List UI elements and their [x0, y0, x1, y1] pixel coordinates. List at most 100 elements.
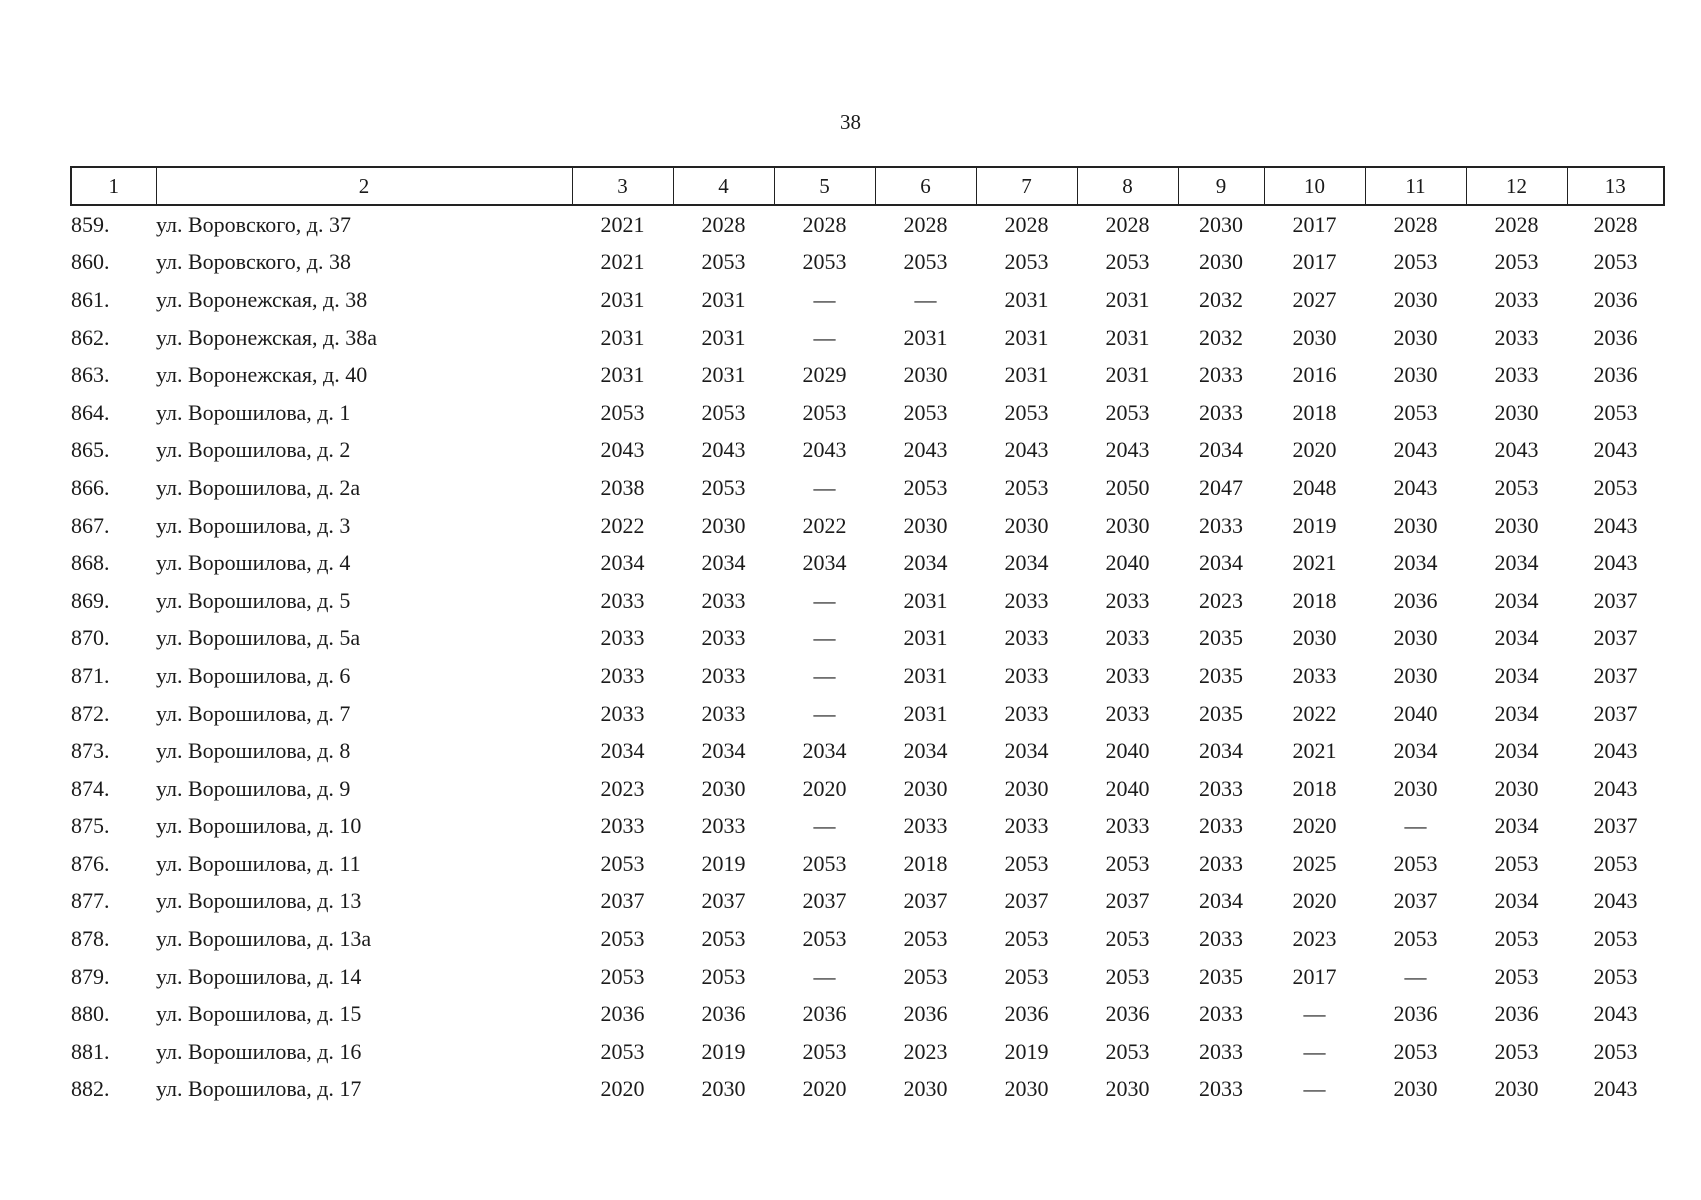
year-cell-col-5: —: [813, 324, 836, 350]
year-cell-col-6: 2030: [903, 1076, 948, 1102]
year-cell-col-5: 2036: [802, 1001, 847, 1027]
table-row: 862. ул. Воронежская, д. 38а 2031 2031 — 2031…: [71, 319, 1664, 357]
column-header-12: 12: [1465, 166, 1568, 206]
year-cell-col-3: 2053: [600, 399, 645, 425]
year-cell-col-12: 2033: [1494, 286, 1539, 312]
year-cell-col-8: 2033: [1105, 625, 1150, 651]
year-cell-col-4: 2033: [701, 662, 746, 688]
year-cell-col-13: 2036: [1593, 324, 1638, 350]
year-cell-col-8: 2033: [1105, 813, 1150, 839]
year-cell-col-7: 2053: [1004, 249, 1049, 275]
address-cell: ул. Ворошилова, д. 5а: [156, 625, 361, 651]
year-cell-col-11: 2030: [1393, 662, 1438, 688]
year-cell-col-10: 2017: [1292, 963, 1337, 989]
year-cell-col-6: 2030: [903, 362, 948, 388]
year-cell-col-5: —: [813, 813, 836, 839]
year-cell-col-6: 2053: [903, 926, 948, 952]
year-cell-col-4: 2019: [701, 850, 746, 876]
year-cell-col-7: 2034: [1004, 550, 1049, 576]
table-row: 876. ул. Ворошилова, д. 11 2053 2019 2053 201…: [71, 845, 1664, 883]
year-cell-col-10: 2030: [1292, 625, 1337, 651]
year-cell-col-5: 2053: [802, 1038, 847, 1064]
year-cell-col-11: 2040: [1393, 700, 1438, 726]
address-cell: ул. Воронежская, д. 38: [156, 286, 368, 312]
year-cell-col-8: 2031: [1105, 362, 1150, 388]
year-cell-col-13: 2043: [1593, 437, 1638, 463]
year-cell-col-12: 2034: [1494, 738, 1539, 764]
year-cell-col-6: 2031: [903, 662, 948, 688]
year-cell-col-13: 2036: [1593, 286, 1638, 312]
year-cell-col-4: 2031: [701, 286, 746, 312]
year-cell-col-3: 2037: [600, 888, 645, 914]
address-cell: ул. Ворошилова, д. 5: [156, 587, 351, 613]
year-cell-col-12: 2053: [1494, 963, 1539, 989]
table-row: 859. ул. Воровского, д. 37 2021 2028 2028 202…: [71, 205, 1664, 244]
row-number: 872.: [71, 700, 110, 726]
year-cell-col-3: 2034: [600, 550, 645, 576]
year-cell-col-9: 2034: [1199, 888, 1243, 914]
address-cell: ул. Ворошилова, д. 3: [156, 512, 351, 538]
year-cell-col-10: 2048: [1292, 474, 1337, 500]
year-cell-col-12: 2028: [1494, 211, 1539, 237]
year-cell-col-8: 2053: [1105, 850, 1150, 876]
year-cell-col-11: 2036: [1393, 1001, 1438, 1027]
column-header-4: 4: [672, 166, 775, 206]
address-cell: ул. Воронежская, д. 40: [156, 362, 368, 388]
table-row: 871. ул. Ворошилова, д. 6 2033 2033 — 2031 203…: [71, 657, 1664, 695]
year-cell-col-9: 2030: [1199, 211, 1243, 237]
year-cell-col-13: 2036: [1593, 362, 1638, 388]
year-cell-col-6: 2036: [903, 1001, 948, 1027]
year-cell-col-11: —: [1404, 813, 1427, 839]
address-cell: ул. Ворошилова, д. 13а: [156, 926, 372, 952]
year-cell-col-6: 2028: [903, 211, 948, 237]
year-cell-col-11: 2037: [1393, 888, 1438, 914]
table-body: 859. ул. Воровского, д. 37 2021 2028 2028 202…: [71, 205, 1664, 1108]
year-cell-col-4: 2053: [701, 249, 746, 275]
year-cell-col-3: 2021: [600, 211, 645, 237]
row-number: 864.: [71, 399, 110, 425]
year-cell-col-6: 2053: [903, 399, 948, 425]
year-cell-col-11: 2053: [1393, 1038, 1438, 1064]
column-header-6: 6: [874, 166, 977, 206]
year-cell-col-10: 2020: [1292, 813, 1337, 839]
year-cell-col-4: 2033: [701, 813, 746, 839]
year-cell-col-7: 2031: [1004, 324, 1049, 350]
year-cell-col-13: 2043: [1593, 550, 1638, 576]
year-cell-col-9: 2033: [1199, 813, 1243, 839]
year-cell-col-7: 2033: [1004, 587, 1049, 613]
year-cell-col-4: 2033: [701, 625, 746, 651]
year-cell-col-13: 2043: [1593, 738, 1638, 764]
year-cell-col-3: 2053: [600, 963, 645, 989]
year-cell-col-13: 2053: [1593, 474, 1638, 500]
year-cell-col-4: 2037: [701, 888, 746, 914]
year-cell-col-11: 2030: [1393, 512, 1438, 538]
year-cell-col-12: 2043: [1494, 437, 1539, 463]
year-cell-col-9: 2030: [1199, 249, 1243, 275]
year-cell-col-12: 2053: [1494, 850, 1539, 876]
year-cell-col-3: 2038: [600, 474, 645, 500]
schedule-table: 1 2 3 4 5 6 7 8 9 10 11 12 13 859. ул. Воровского, д.…: [70, 166, 1665, 1108]
year-cell-col-7: 2033: [1004, 662, 1049, 688]
page-number: 38: [840, 110, 861, 134]
table-row: 868. ул. Ворошилова, д. 4 2034 2034 2034 2034…: [71, 544, 1664, 582]
address-cell: ул. Ворошилова, д. 6: [156, 662, 351, 688]
row-number: 859.: [71, 211, 110, 237]
year-cell-col-8: 2036: [1105, 1001, 1150, 1027]
year-cell-col-8: 2040: [1105, 738, 1150, 764]
year-cell-col-7: 2053: [1004, 399, 1049, 425]
year-cell-col-10: 2016: [1292, 362, 1337, 388]
year-cell-col-6: 2034: [903, 738, 948, 764]
table-row: 867. ул. Ворошилова, д. 3 2022 2030 2022 2030…: [71, 507, 1664, 545]
year-cell-col-13: 2037: [1593, 625, 1638, 651]
year-cell-col-6: 2053: [903, 963, 948, 989]
row-number: 882.: [71, 1076, 110, 1102]
year-cell-col-6: 2023: [903, 1038, 948, 1064]
year-cell-col-7: 2053: [1004, 474, 1049, 500]
year-cell-col-8: 2050: [1105, 474, 1150, 500]
address-cell: ул. Воровского, д. 38: [156, 249, 351, 275]
year-cell-col-13: 2043: [1593, 1076, 1638, 1102]
column-header-7: 7: [975, 166, 1078, 206]
year-cell-col-13: 2053: [1593, 963, 1638, 989]
row-number: 880.: [71, 1001, 110, 1027]
year-cell-col-11: 2043: [1393, 474, 1438, 500]
